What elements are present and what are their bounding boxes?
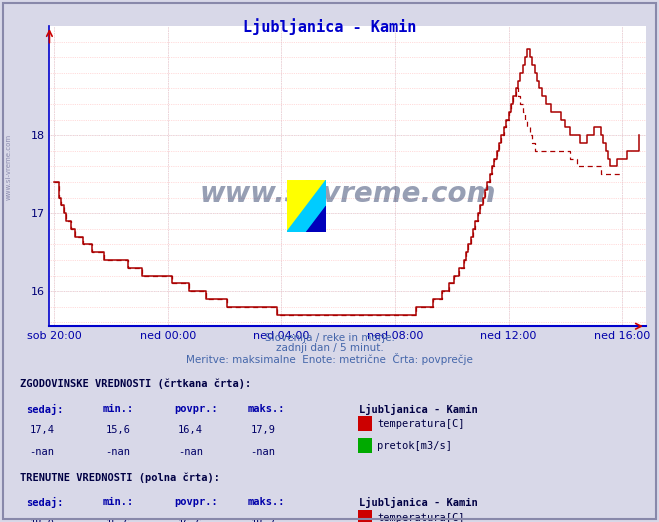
Text: 17,4: 17,4 (30, 425, 55, 435)
Text: 17,9: 17,9 (250, 425, 275, 435)
Text: 16,4: 16,4 (178, 425, 203, 435)
Text: -nan: -nan (105, 447, 130, 457)
Text: maks.:: maks.: (247, 497, 285, 507)
Text: min.:: min.: (102, 497, 133, 507)
Text: 18,7: 18,7 (250, 519, 275, 522)
Text: Ljubljanica - Kamin: Ljubljanica - Kamin (243, 18, 416, 35)
Text: -nan: -nan (250, 447, 275, 457)
Text: maks.:: maks.: (247, 404, 285, 413)
Text: Slovenija / reke in morje.: Slovenija / reke in morje. (264, 333, 395, 343)
Text: min.:: min.: (102, 404, 133, 413)
Text: sedaj:: sedaj: (26, 497, 64, 508)
Text: Ljubljanica - Kamin: Ljubljanica - Kamin (359, 497, 478, 508)
Text: 18,0: 18,0 (30, 519, 55, 522)
Text: zadnji dan / 5 minut.: zadnji dan / 5 minut. (275, 343, 384, 353)
Text: ZGODOVINSKE VREDNOSTI (črtkana črta):: ZGODOVINSKE VREDNOSTI (črtkana črta): (20, 378, 251, 389)
Polygon shape (287, 180, 326, 232)
Text: temperatura[C]: temperatura[C] (377, 419, 465, 429)
Text: TRENUTNE VREDNOSTI (polna črta):: TRENUTNE VREDNOSTI (polna črta): (20, 472, 219, 483)
Text: 15,6: 15,6 (105, 425, 130, 435)
Text: Meritve: maksimalne  Enote: metrične  Črta: povprečje: Meritve: maksimalne Enote: metrične Črta… (186, 353, 473, 365)
Text: www.si-vreme.com: www.si-vreme.com (5, 134, 11, 200)
Text: povpr.:: povpr.: (175, 404, 218, 413)
Text: Ljubljanica - Kamin: Ljubljanica - Kamin (359, 404, 478, 414)
Polygon shape (306, 206, 326, 232)
Polygon shape (287, 180, 326, 232)
Text: -nan: -nan (178, 447, 203, 457)
Text: povpr.:: povpr.: (175, 497, 218, 507)
Text: -nan: -nan (30, 447, 55, 457)
Text: pretok[m3/s]: pretok[m3/s] (377, 441, 452, 451)
Text: 16,6: 16,6 (178, 519, 203, 522)
Text: temperatura[C]: temperatura[C] (377, 513, 465, 522)
Text: sedaj:: sedaj: (26, 404, 64, 414)
Text: 15,6: 15,6 (105, 519, 130, 522)
Text: www.si-vreme.com: www.si-vreme.com (200, 180, 496, 208)
